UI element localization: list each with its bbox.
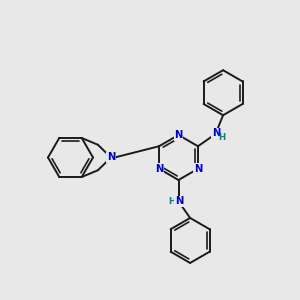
Text: H: H: [218, 133, 226, 142]
Text: N: N: [107, 152, 115, 163]
Text: N: N: [155, 164, 163, 174]
Text: N: N: [194, 164, 202, 174]
Text: N: N: [212, 128, 220, 138]
Text: H: H: [168, 197, 175, 206]
Text: N: N: [175, 196, 183, 206]
Text: N: N: [174, 130, 183, 140]
